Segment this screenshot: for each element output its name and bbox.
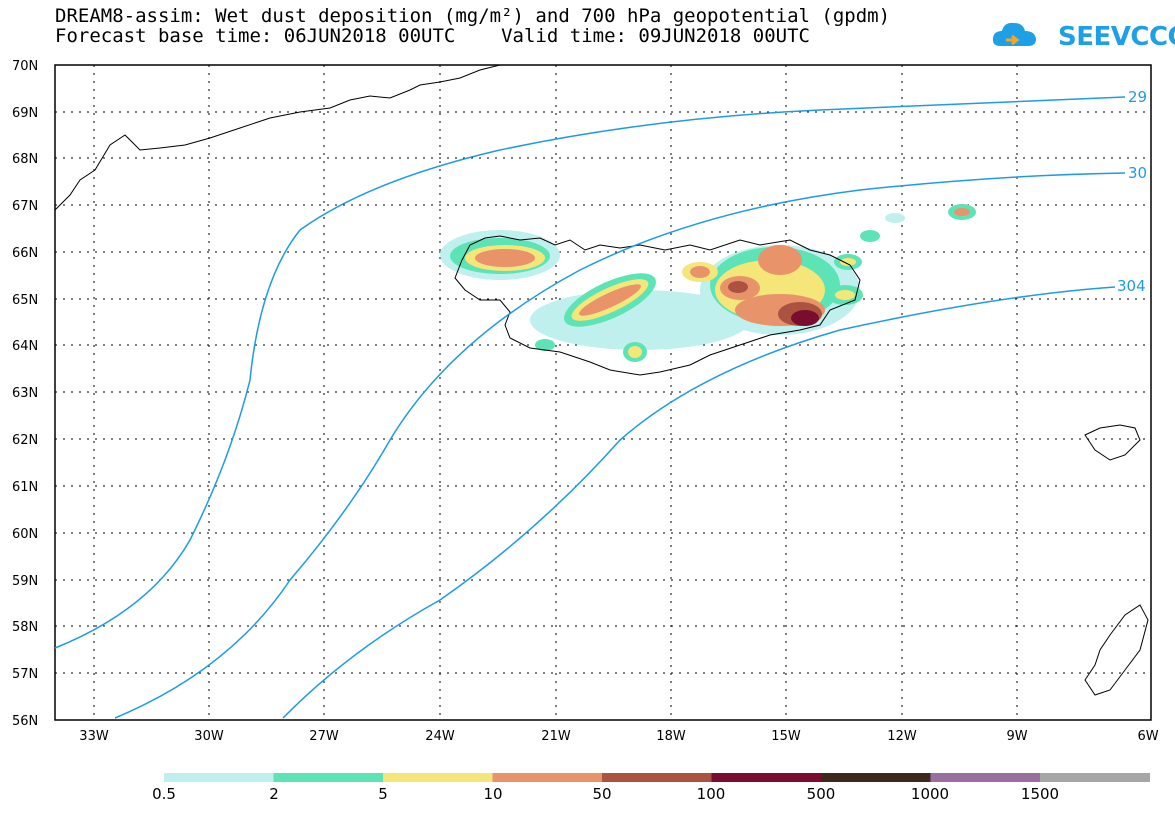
lon-label: 24W <box>425 729 455 744</box>
lon-label: 12W <box>887 729 917 744</box>
lat-label: 63N <box>12 386 38 401</box>
geopotential-contours <box>54 96 1126 719</box>
lat-label: 65N <box>12 293 38 308</box>
colorbar-swatch <box>930 773 1041 782</box>
cloud-logo-icon <box>992 22 1036 46</box>
colorbar-swatch <box>602 773 712 782</box>
colorbar-label: 500 <box>806 785 836 803</box>
colorbar-label: 1500 <box>1020 785 1060 803</box>
lat-label: 61N <box>12 480 38 495</box>
lat-label: 67N <box>12 199 38 214</box>
contour-label-304: 304 <box>1117 277 1146 295</box>
colorbar-swatch <box>164 773 274 782</box>
logo-text: SEEVCCC <box>1058 22 1175 52</box>
lon-label: 30W <box>194 729 224 744</box>
lon-label: 21W <box>541 729 571 744</box>
colorbar-label: 5 <box>378 785 388 803</box>
colorbar-swatch <box>711 773 822 782</box>
lat-label: 57N <box>12 667 38 682</box>
lat-label: 64N <box>12 339 38 354</box>
lon-label: 9W <box>1006 729 1027 744</box>
lat-label: 69N <box>12 106 38 121</box>
lon-label: 6W <box>1137 729 1158 744</box>
colorbar-label: 1000 <box>910 785 950 803</box>
contour-label-29: 29 <box>1128 88 1147 106</box>
colorbar <box>164 773 1150 782</box>
graticule <box>55 65 1151 720</box>
lon-label: 18W <box>656 729 686 744</box>
lat-label: 59N <box>12 574 38 589</box>
map-title: DREAM8-assim: Wet dust deposition (mg/m²… <box>55 5 891 27</box>
contour-label-30: 30 <box>1128 164 1147 182</box>
colorbar-label: 2 <box>269 785 279 803</box>
lat-label: 70N <box>12 59 38 74</box>
colorbar-swatch <box>1040 773 1150 782</box>
colorbar-label: 50 <box>592 785 612 803</box>
forecast-time-line: Forecast base time: 06JUN2018 00UTC Vali… <box>55 25 810 47</box>
colorbar-swatch <box>821 773 931 782</box>
map-frame <box>54 64 1152 721</box>
colorbar-swatch <box>273 773 384 782</box>
lon-label: 33W <box>79 729 109 744</box>
lat-label: 68N <box>12 152 38 167</box>
latitude-labels: 70N 69N 68N 67N 66N 65N 64N 63N 62N 61N … <box>12 59 38 729</box>
coastlines <box>54 64 1149 696</box>
dust-deposition-field <box>440 204 976 362</box>
longitude-labels: 33W 30W 27W 24W 21W 18W 15W 12W 9W 6W <box>79 729 1158 744</box>
lat-label: 58N <box>12 620 38 635</box>
lat-label: 60N <box>12 527 38 542</box>
colorbar-swatch <box>492 773 603 782</box>
colorbar-swatch <box>383 773 493 782</box>
lat-label: 62N <box>12 433 38 448</box>
lat-label: 56N <box>12 714 38 729</box>
colorbar-label: 0.5 <box>152 785 176 803</box>
lat-label: 66N <box>12 246 38 261</box>
lon-label: 27W <box>309 729 339 744</box>
lon-label: 15W <box>771 729 801 744</box>
colorbar-label: 100 <box>696 785 726 803</box>
colorbar-label: 10 <box>483 785 503 803</box>
